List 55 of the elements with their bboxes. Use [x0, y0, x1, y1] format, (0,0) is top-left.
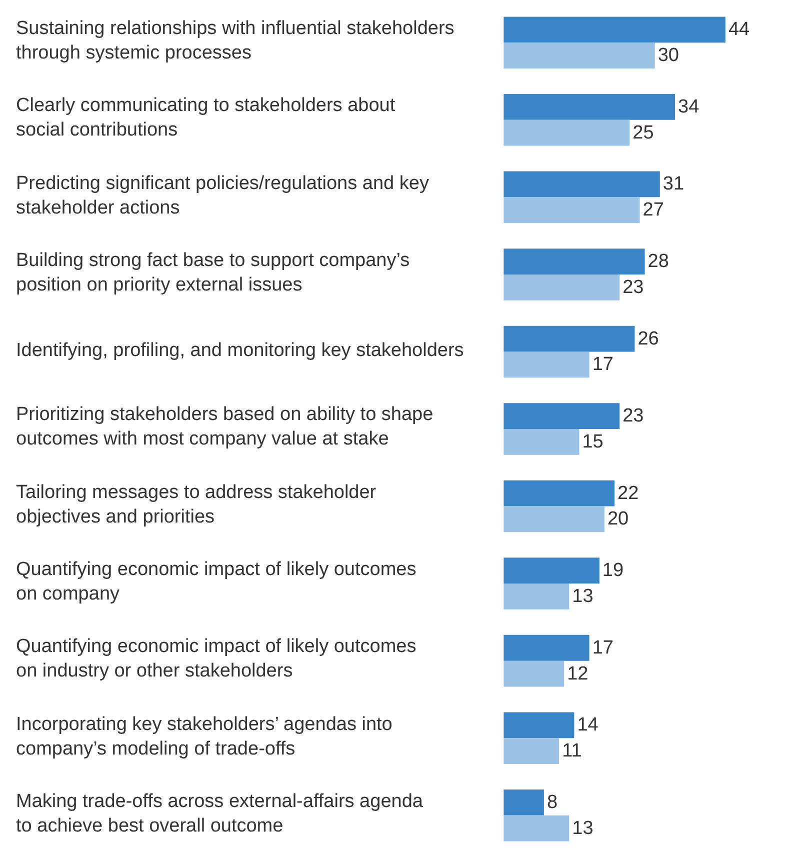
y-tick-label: Identifying, profiling, and monitoring key stakeholders: [16, 340, 464, 361]
bar: [504, 94, 676, 120]
data-label: 30: [658, 45, 679, 66]
y-tick-label: Predicting significant policies/regulations and key stakeholder actions: [16, 173, 430, 219]
y-tick-label: Quantifying economic impact of likely outcomes on industry or other stakeholders: [16, 636, 416, 682]
bar: [504, 789, 544, 816]
bar: [504, 584, 570, 610]
data-label: 13: [572, 586, 594, 607]
y-tick-label: Building strong fact base to support company’s position on priority external issues: [16, 250, 410, 296]
bar: [504, 712, 574, 738]
y-tick-label: Tailoring messages to address stakeholder objectives and priorities: [16, 482, 377, 528]
data-label: 23: [622, 406, 644, 427]
bar: [504, 558, 600, 584]
data-label: 20: [607, 508, 629, 530]
data-label: 8: [546, 792, 558, 813]
data-label: 15: [582, 431, 604, 452]
data-label: 13: [572, 818, 594, 839]
data-label: 22: [618, 482, 639, 504]
bar: [504, 480, 615, 506]
data-label: 11: [562, 740, 582, 762]
data-label: 14: [577, 714, 599, 736]
data-label: 12: [567, 663, 588, 684]
data-label: 31: [662, 174, 684, 195]
bar: [504, 738, 560, 764]
data-label: 28: [648, 251, 669, 272]
data-label: 17: [592, 354, 614, 376]
y-tick-label: Making trade-offs across external-affairs agenda to achieve best overall outcome: [16, 791, 424, 837]
bar: [504, 16, 726, 43]
bar: [504, 403, 620, 429]
bar: [504, 274, 620, 300]
bar: [504, 42, 655, 69]
data-label: 26: [638, 328, 659, 350]
data-label: 44: [728, 19, 750, 40]
data-label: 25: [632, 122, 654, 144]
data-label: 17: [592, 637, 614, 658]
bar: [504, 326, 635, 352]
bar: [504, 171, 660, 198]
bar: [504, 634, 590, 661]
y-tick-label: Quantifying economic impact of likely outcomes on company: [16, 559, 416, 605]
bar: [504, 120, 630, 146]
bar: [504, 197, 640, 224]
bar: [504, 506, 604, 532]
data-label: 23: [622, 276, 644, 298]
bar: [504, 660, 564, 687]
data-label: 19: [602, 560, 624, 582]
data-label: 27: [642, 200, 664, 221]
y-tick-label: Incorporating key stakeholders’ agendas into company’s modeling of trade-offs: [16, 714, 392, 760]
y-tick-label: Sustaining relationships with influential stakeholders through systemic processes: [16, 18, 454, 64]
y-tick-label: Clearly communicating to stakeholders about social contributions: [16, 95, 396, 141]
bar: [504, 248, 645, 274]
bar: [504, 352, 590, 378]
data-label: 34: [678, 96, 700, 118]
y-tick-label: Prioritizing stakeholders based on ability to shape outcomes with most company value at stake: [16, 404, 434, 450]
bar: [504, 429, 580, 455]
bar: [504, 815, 570, 842]
